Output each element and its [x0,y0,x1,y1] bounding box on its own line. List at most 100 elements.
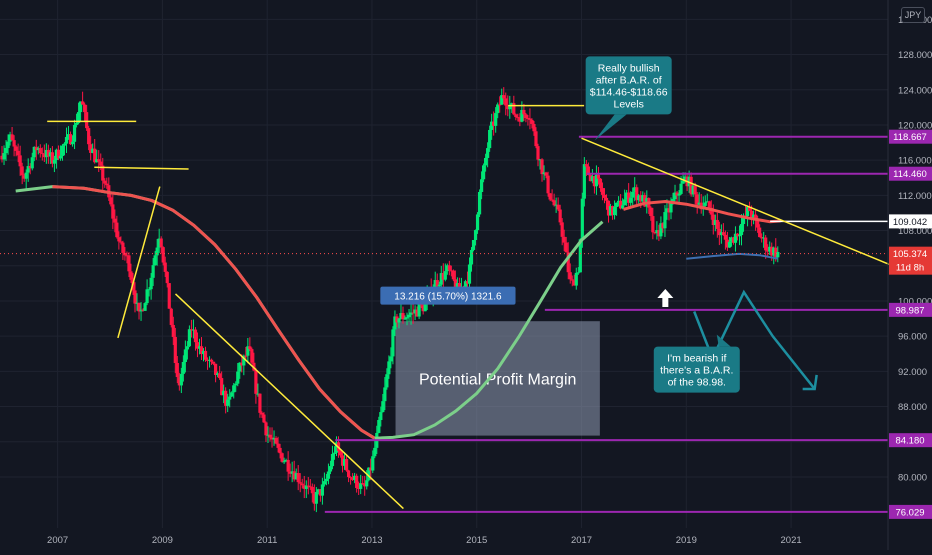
candle-body [752,214,756,219]
reference-price-tag [889,214,932,229]
moving-average-rising [374,220,604,440]
candle-body [32,146,36,158]
level-price-tag-label: 114.460 [893,169,927,180]
candle-body [187,329,192,347]
candle-body [20,166,24,176]
candle-body [270,437,274,440]
candle-body [453,279,457,291]
candle-body [518,117,522,122]
candle-body [629,197,633,203]
currency-badge[interactable]: JPY [901,7,925,23]
candle-body [266,434,270,436]
candle-body [81,101,85,105]
candle-body [127,255,131,272]
candle-body [260,412,264,415]
y-tick-label: 80.000 [898,472,927,483]
candle-body [417,304,421,317]
candle-body [234,383,238,386]
candle-body [772,247,776,256]
candle-body [159,238,163,248]
candle-body [36,148,40,151]
candle-body [590,176,595,182]
level-price-tag [889,302,932,317]
x-tick-label: 2015 [466,535,487,546]
candle-body [238,362,242,372]
candle-body [340,455,345,466]
candle-body [655,230,659,234]
candle-body [514,114,518,118]
candle-body [623,199,627,206]
candle-body [486,148,490,158]
level-price-tag-label: 84.180 [895,436,924,447]
candle-body [570,279,574,281]
candle-body [500,95,504,105]
candle-body [363,483,367,487]
candle-body [409,312,413,315]
candle-body [657,230,661,237]
candle-body [433,280,437,290]
candle-body [455,283,459,291]
x-tick-label: 2007 [47,535,68,546]
candle-body [707,201,711,208]
candle-body [264,422,268,436]
candle-body [602,194,607,198]
y-tick-label: 92.000 [898,367,927,378]
candle-body [302,485,306,489]
candle-body [338,451,343,456]
candle-body [290,471,294,474]
candle-body [97,159,101,162]
candle-body [209,359,214,362]
candle-body [542,172,546,175]
candle-body [494,113,498,126]
candle-body [768,246,772,252]
candle-body [643,195,647,207]
blue-curve [686,252,779,260]
candle-body [294,473,298,480]
candle-body [441,273,445,280]
candle-body [502,95,506,99]
candle-body [520,109,524,122]
candle-body [401,313,405,320]
candle-body [697,202,701,205]
candle-body [548,193,552,200]
y-tick-label: 96.000 [898,332,927,343]
candle-body [733,233,738,243]
candle-body [606,200,611,216]
candle-body [68,134,73,145]
candle-body [661,223,665,229]
candle-body [554,204,558,206]
callout-text: there's a B.A.R. [660,365,733,377]
candle-body [760,237,764,239]
candle-body [415,309,419,317]
x-tick-label: 2017 [571,535,592,546]
candle-body [252,362,256,371]
candle-body [30,157,34,169]
candle-body [749,210,754,219]
candle-body [248,346,252,350]
candle-body [754,214,758,221]
moving-average-falling [52,185,376,440]
candle-body [256,393,260,395]
candle-body [528,118,532,120]
candle-body [683,176,687,181]
candle-body [705,201,709,203]
candle-body [637,195,641,201]
candle-body [764,237,768,251]
candle-body [693,185,697,195]
candle-body [560,222,564,237]
candle-body [117,237,121,242]
candle-body [306,485,310,487]
candle-body [665,208,669,213]
candle-body [566,252,570,273]
candle-body [731,237,736,243]
candle-body [48,152,52,157]
candle-body [8,134,12,142]
candle-body [298,482,302,484]
candle-body [351,477,355,480]
candle-body [510,103,514,105]
reference-price-tag-label: 109.042 [893,217,927,228]
candle-body [667,208,671,213]
candle-body [211,361,216,364]
